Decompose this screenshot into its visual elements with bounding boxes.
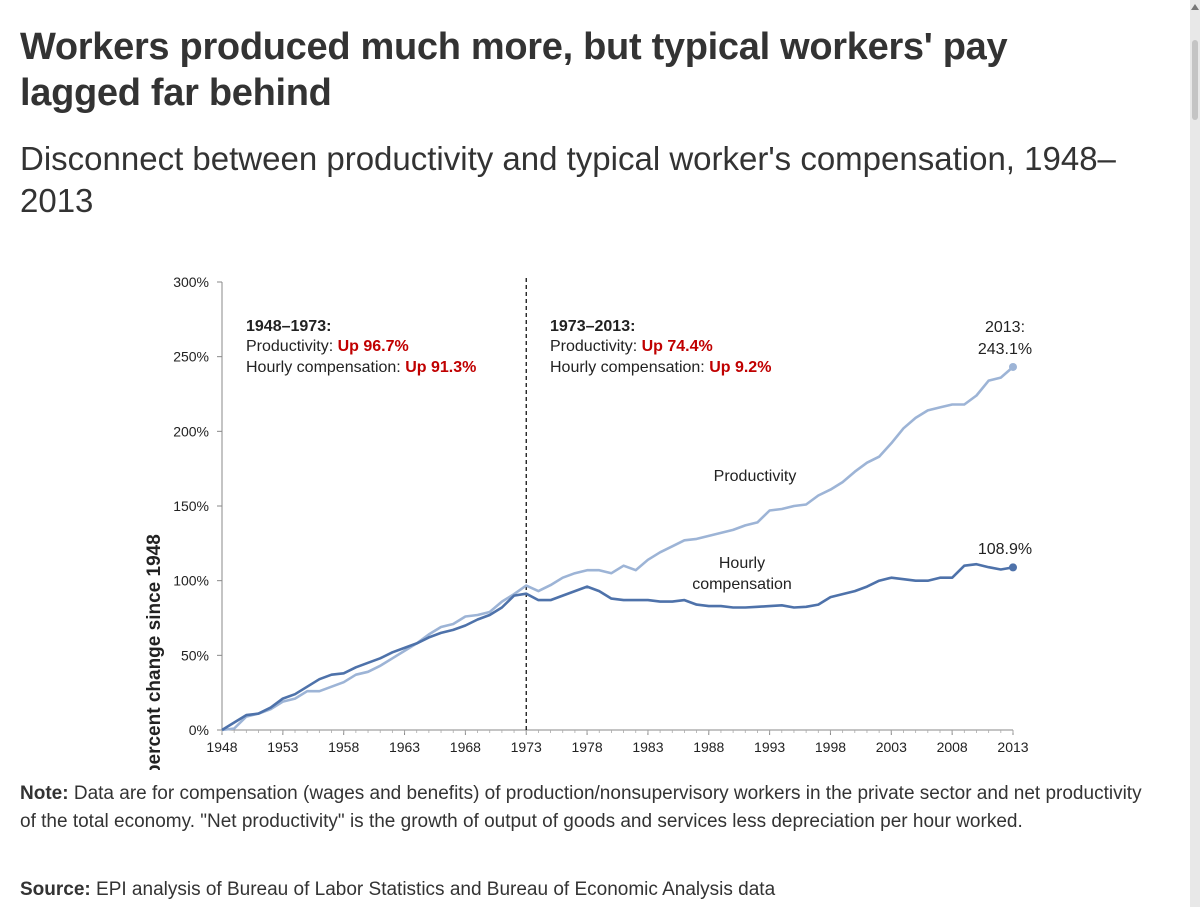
x-tick-label: 1993 (754, 739, 785, 755)
period1-compensation-label: Hourly compensation: (246, 359, 405, 376)
period2-compensation-label: Hourly compensation: (550, 359, 709, 376)
scrollbar-thumb[interactable] (1192, 40, 1198, 120)
source-label: Source: (20, 879, 91, 900)
x-tick-label: 1948 (206, 739, 237, 755)
x-tick-label: 2003 (876, 739, 907, 755)
period2-productivity-value: Up 74.4% (642, 338, 713, 355)
compensation-series-label-line1: Hourly (719, 555, 765, 572)
x-tick-label: 1958 (328, 739, 359, 755)
period2-productivity: Productivity: Up 74.4% (550, 338, 713, 355)
y-tick-label: 150% (173, 498, 209, 514)
chart-source: Source: EPI analysis of Bureau of Labor … (20, 876, 1160, 904)
scrollbar[interactable] (1190, 0, 1200, 907)
chart-title: Workers produced much more, but typical … (20, 26, 1008, 114)
productivity-line (221, 366, 1014, 732)
productivity-series-label: Productivity (714, 468, 797, 485)
note-text: Data are for compensation (wages and ben… (20, 783, 1142, 832)
source-text: EPI analysis of Bureau of Labor Statisti… (90, 879, 776, 900)
period2-compensation-value: Up 9.2% (709, 359, 771, 376)
series-lines (221, 362, 1017, 732)
line-chart: 0%50%100%150%200%250%300% 1948 1953 1958 19… (144, 274, 1032, 770)
period2-productivity-label: Productivity: (550, 338, 642, 355)
end-productivity-year: 2013: (985, 319, 1025, 336)
x-tick-label: 1998 (815, 739, 846, 755)
period1-compensation-value: Up 91.3% (405, 359, 476, 376)
period1-productivity-value: Up 96.7% (338, 338, 409, 355)
hourly-compensation-endpoint (1009, 563, 1017, 572)
y-axis: 0% 50% 100% 150% 200% 250% 300% (173, 274, 223, 738)
chart-note: Note: Data are for compensation (wages a… (20, 780, 1160, 836)
y-tick-label: 100% (173, 573, 209, 589)
period1-compensation: Hourly compensation: Up 91.3% (246, 359, 476, 376)
period2-title: 1973–2013: (550, 318, 635, 335)
period1-productivity-label: Productivity: (246, 338, 338, 355)
x-tick-label: 1963 (389, 739, 420, 755)
x-tick-label: 1968 (450, 739, 481, 755)
x-tick-label: 1988 (693, 739, 724, 755)
y-tick-label: 0% (189, 722, 209, 738)
compensation-series-label-line2: compensation (692, 576, 792, 593)
chart-subtitle: Disconnect between productivity and typi… (20, 140, 1116, 219)
y-tick-label: 250% (173, 349, 209, 365)
x-tick-label: 2013 (997, 739, 1028, 755)
y-axis-label: Cumulative percent change since 1948 (144, 534, 165, 770)
x-tick-label: 1953 (267, 739, 298, 755)
x-tick-label: 2008 (937, 739, 968, 755)
y-tick-label: 300% (173, 274, 209, 290)
x-axis: 1948 1953 1958 1963 1968 1973 1978 1983 1988 1993… (206, 729, 1029, 755)
x-tick-label: 1978 (571, 739, 602, 755)
note-label: Note: (20, 783, 69, 804)
chart-annotations: Cumulative percent change since 1948 194… (144, 318, 1032, 770)
period1-title: 1948–1973: (246, 318, 331, 335)
end-productivity-value: 243.1% (978, 341, 1032, 358)
period1-productivity: Productivity: Up 96.7% (246, 338, 409, 355)
y-tick-label: 50% (181, 647, 209, 663)
x-tick-label: 1973 (511, 739, 542, 755)
hourly-compensation-line (221, 562, 1014, 732)
end-compensation-value: 108.9% (978, 541, 1032, 558)
productivity-endpoint (1009, 362, 1017, 371)
period2-compensation: Hourly compensation: Up 9.2% (550, 359, 771, 376)
x-tick-label: 1983 (632, 739, 663, 755)
y-tick-label: 200% (173, 423, 209, 439)
scroll-up-arrow-icon[interactable] (1191, 4, 1199, 10)
